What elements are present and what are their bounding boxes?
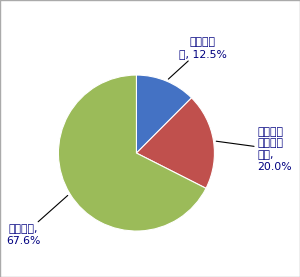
- Text: 知ってい
る, 12.5%: 知ってい る, 12.5%: [168, 37, 227, 79]
- Text: 知らない,
67.6%: 知らない, 67.6%: [6, 196, 68, 246]
- Wedge shape: [136, 98, 214, 188]
- Wedge shape: [58, 75, 206, 231]
- Text: なんとな
く知って
いる,
20.0%: なんとな く知って いる, 20.0%: [216, 127, 292, 171]
- Wedge shape: [136, 75, 191, 153]
